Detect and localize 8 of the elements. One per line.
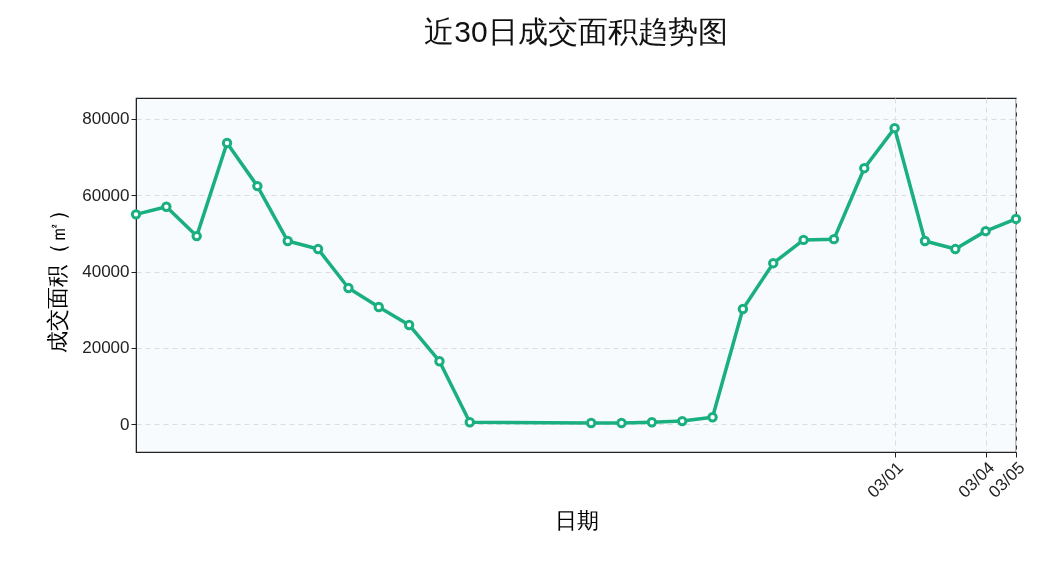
y-tick-label: 0: [120, 414, 130, 434]
y-tick-label: 80000: [82, 109, 130, 129]
y-axis-title: 成交面积（㎡）: [45, 198, 71, 353]
y-tick-label: 20000: [82, 338, 130, 358]
chart-title: 近30日成交面积趋势图: [424, 15, 728, 48]
x-axis-title: 日期: [554, 507, 599, 533]
y-tick-label: 60000: [82, 185, 130, 205]
y-tick-label: 40000: [82, 262, 130, 282]
